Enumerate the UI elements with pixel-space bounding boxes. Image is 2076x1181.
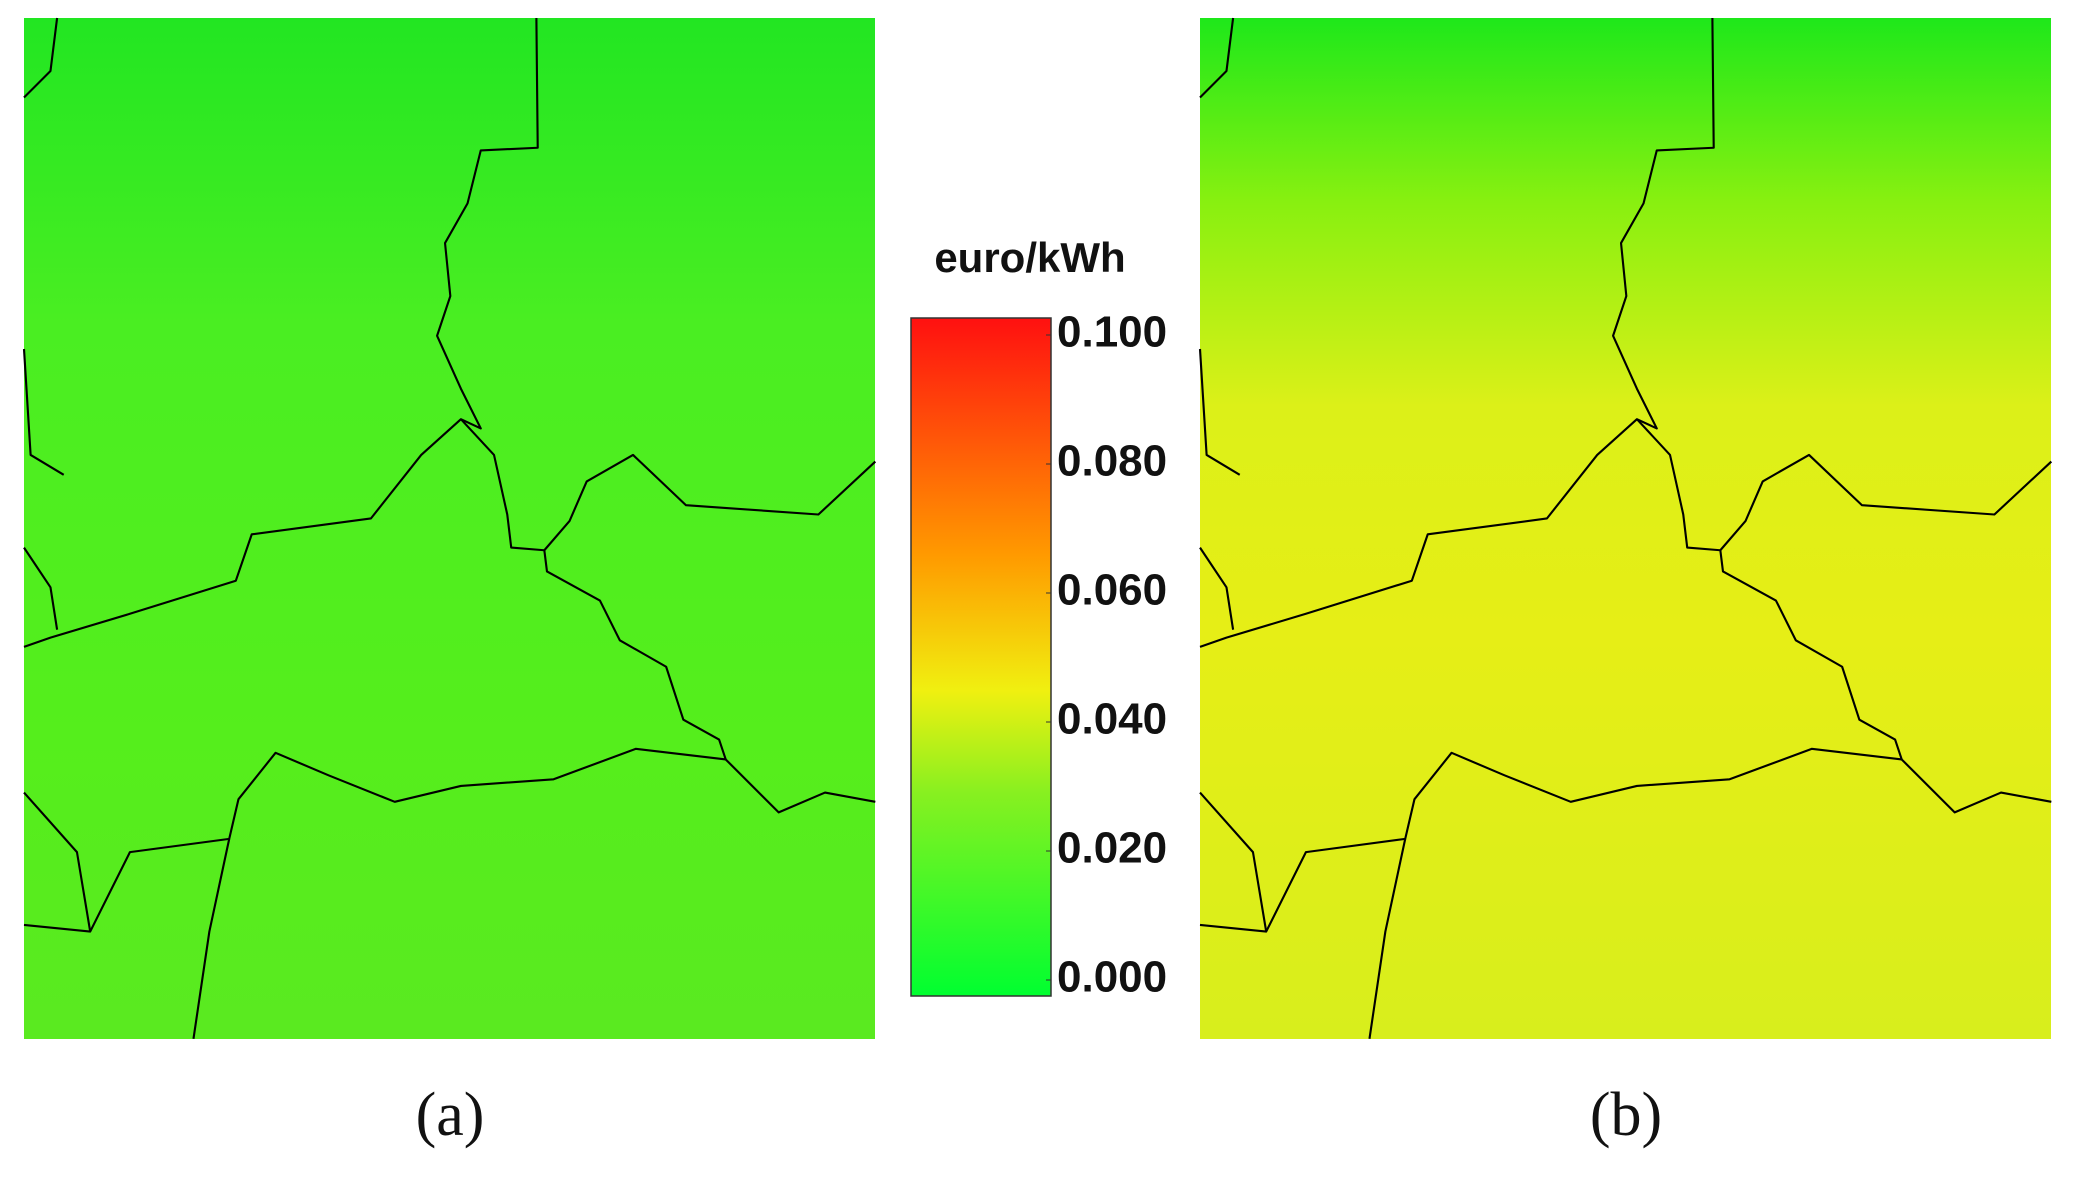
colorbar-tick-label: 0.020 [1057, 824, 1167, 873]
colorbar [910, 317, 1052, 997]
colorbar-ticks: 0.100 0.080 0.060 0.040 0.020 0.000 [1046, 308, 1167, 1002]
colorbar-tick-label: 0.100 [1057, 308, 1167, 357]
map-panel-b [1198, 16, 2053, 1040]
colorbar-tick-label: 0.080 [1057, 437, 1167, 486]
colorbar-tick-label: 0.000 [1057, 953, 1167, 1002]
colorbar-tick-label: 0.040 [1057, 695, 1167, 744]
colorbar-title: euro/kWh [934, 234, 1125, 281]
map-panel-a [22, 16, 877, 1040]
panel-label: (b) [1590, 1081, 1662, 1149]
panel-label: (a) [416, 1081, 485, 1149]
colorbar-tick-label: 0.060 [1057, 566, 1167, 615]
